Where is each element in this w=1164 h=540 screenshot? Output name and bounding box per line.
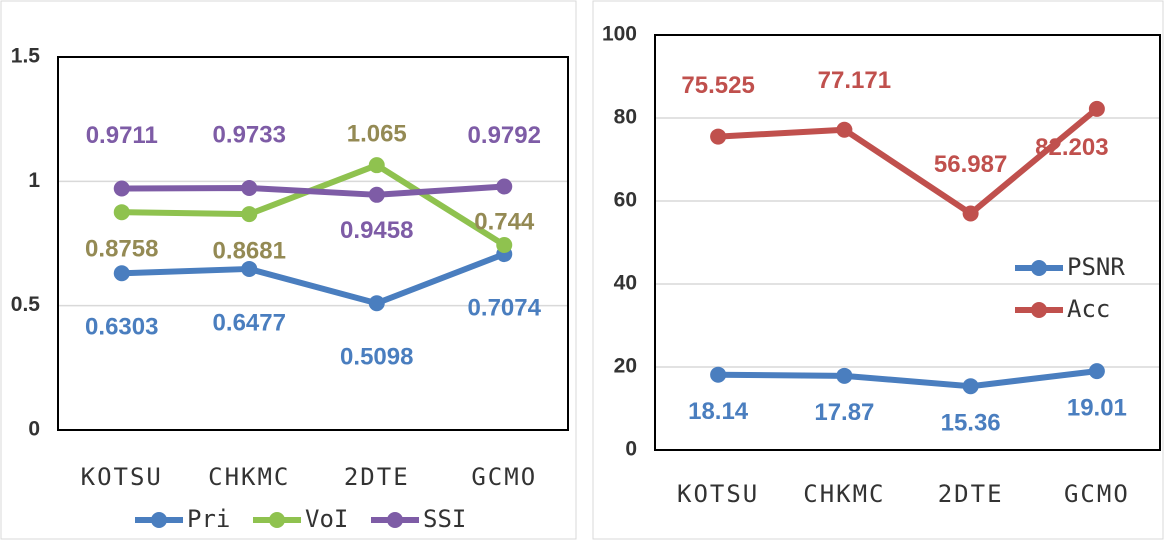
data-label: 0.8681	[213, 237, 286, 264]
marker	[962, 378, 979, 395]
marker	[241, 206, 258, 223]
series-line	[718, 368, 1098, 390]
data-label: 17.87	[814, 399, 874, 426]
marker	[710, 366, 727, 383]
legend-marker	[1031, 260, 1047, 276]
y-tick-label: 20	[614, 355, 637, 378]
marker	[368, 186, 385, 203]
marker	[368, 295, 385, 312]
data-label: 0.9458	[340, 217, 413, 244]
panel-border	[592, 0, 1164, 540]
marker	[962, 205, 979, 222]
plot-border	[654, 34, 1161, 451]
legend-marker	[269, 512, 285, 528]
data-label: 1.065	[347, 121, 407, 148]
y-tick-label: 1	[28, 169, 40, 192]
data-label: 19.01	[1067, 394, 1127, 421]
panel-border	[0, 0, 577, 540]
data-label: 0.6477	[213, 309, 286, 336]
marker	[1088, 100, 1105, 117]
legend-label: Pri	[187, 505, 230, 533]
data-label: 0.9792	[468, 122, 541, 149]
data-label: 0.9711	[86, 122, 158, 149]
legend-label: SSI	[423, 505, 466, 533]
legend-marker	[151, 512, 167, 528]
x-tick-label: GCMO	[471, 463, 537, 491]
x-tick-label: CHKMC	[803, 480, 885, 508]
x-tick-label: KOTSU	[677, 480, 759, 508]
legend-label: Acc	[1067, 295, 1110, 323]
data-label: 15.36	[941, 410, 1001, 437]
x-tick-label: 2DTE	[344, 463, 410, 491]
marker	[241, 179, 258, 196]
legend-marker	[1031, 302, 1047, 318]
x-tick-label: CHKMC	[208, 463, 290, 491]
marker	[113, 204, 130, 221]
series-line	[717, 106, 1099, 217]
data-label: 18.14	[688, 398, 749, 425]
data-label: 0.8758	[85, 236, 158, 263]
legend-label: PSNR	[1067, 253, 1125, 281]
data-label: 82.203	[1035, 134, 1108, 161]
x-tick-label: 2DTE	[938, 480, 1004, 508]
data-label: 0.6303	[85, 314, 158, 341]
data-label: 77.171	[818, 67, 891, 94]
marker	[496, 236, 513, 253]
marker	[241, 260, 258, 277]
marker	[836, 121, 853, 138]
plot-border	[57, 56, 569, 431]
data-label: 0.5098	[340, 344, 413, 371]
x-tick-label: GCMO	[1064, 480, 1130, 508]
data-label: 0.744	[474, 208, 535, 235]
y-tick-label: 60	[614, 189, 637, 212]
data-label: 0.7074	[468, 294, 542, 321]
data-label: 0.9733	[213, 121, 286, 148]
marker	[1088, 363, 1105, 380]
y-tick-label: 40	[614, 272, 637, 295]
legend-marker	[387, 512, 403, 528]
marker	[836, 367, 853, 384]
data-label: 75.525	[681, 72, 754, 99]
y-tick-label: 1.5	[11, 45, 41, 68]
marker	[496, 178, 513, 195]
y-tick-label: 100	[602, 23, 637, 46]
x-tick-label: KOTSU	[81, 463, 163, 491]
y-tick-label: 0.5	[11, 293, 41, 316]
marker	[113, 265, 130, 282]
series-line	[121, 183, 505, 198]
marker	[113, 180, 130, 197]
data-label: 56.987	[934, 151, 1007, 178]
y-tick-label: 0	[625, 438, 637, 461]
legend-label: VoI	[305, 505, 348, 533]
marker	[368, 157, 385, 174]
y-tick-label: 80	[614, 106, 637, 129]
marker	[710, 128, 727, 145]
series-line	[121, 162, 506, 248]
y-tick-label: 0	[28, 418, 40, 441]
series-line	[121, 251, 506, 307]
